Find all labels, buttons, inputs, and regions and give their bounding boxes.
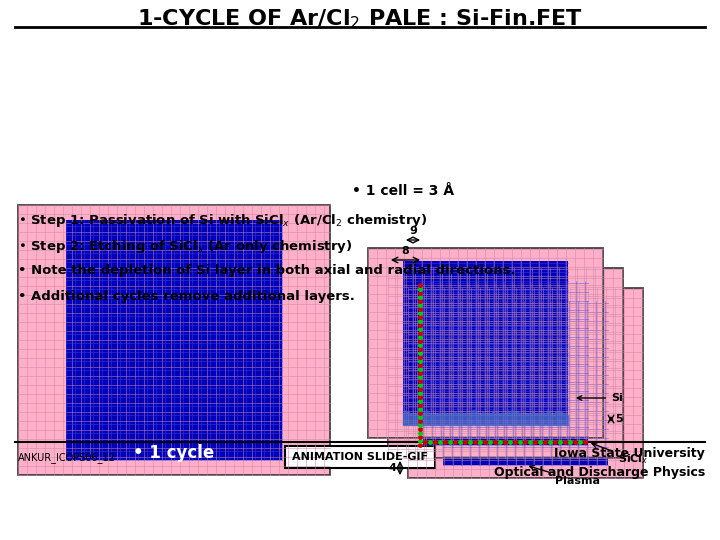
Text: 8: 8 xyxy=(402,246,410,256)
Text: 4: 4 xyxy=(388,463,396,473)
Text: Iowa State University
Optical and Discharge Physics: Iowa State University Optical and Discha… xyxy=(494,447,705,479)
Bar xyxy=(403,413,568,425)
Bar xyxy=(368,248,603,438)
Text: SiCl$_x$: SiCl$_x$ xyxy=(592,443,649,466)
Bar xyxy=(443,301,608,465)
Bar xyxy=(408,288,643,478)
Bar xyxy=(388,268,623,458)
Text: Plasma: Plasma xyxy=(530,465,600,486)
Bar xyxy=(423,281,588,445)
Text: 5: 5 xyxy=(615,414,623,424)
Text: • Step 1: Passivation of Si with SiCl$_x$ (Ar/Cl$_2$ chemistry): • Step 1: Passivation of Si with SiCl$_x… xyxy=(18,212,427,229)
Text: • 1 cell = 3 Å: • 1 cell = 3 Å xyxy=(352,184,454,198)
Text: • Additional cycles remove additional layers.: • Additional cycles remove additional la… xyxy=(18,290,355,303)
Bar xyxy=(388,268,623,458)
Text: ANIMATION SLIDE-GIF: ANIMATION SLIDE-GIF xyxy=(292,452,428,462)
Text: • 1 cycle: • 1 cycle xyxy=(133,444,215,462)
Bar xyxy=(66,220,282,460)
Bar xyxy=(403,261,568,425)
Bar xyxy=(408,288,643,478)
Bar xyxy=(18,205,330,475)
Text: 9: 9 xyxy=(409,226,417,236)
Bar xyxy=(18,205,330,475)
Text: • Step 2: Etching of SiCl$_x$ (Ar only chemistry): • Step 2: Etching of SiCl$_x$ (Ar only c… xyxy=(18,238,353,255)
Text: Si: Si xyxy=(577,393,623,403)
Text: • Note the depletion of Si layer in both axial and radial directions.: • Note the depletion of Si layer in both… xyxy=(18,264,516,277)
Bar xyxy=(368,248,603,438)
Text: ANKUR_ICOPS06_12: ANKUR_ICOPS06_12 xyxy=(18,452,116,463)
Bar xyxy=(285,446,435,468)
Text: 1-CYCLE OF Ar/Cl$_2$ PALE : Si-Fin.FET: 1-CYCLE OF Ar/Cl$_2$ PALE : Si-Fin.FET xyxy=(137,7,583,31)
